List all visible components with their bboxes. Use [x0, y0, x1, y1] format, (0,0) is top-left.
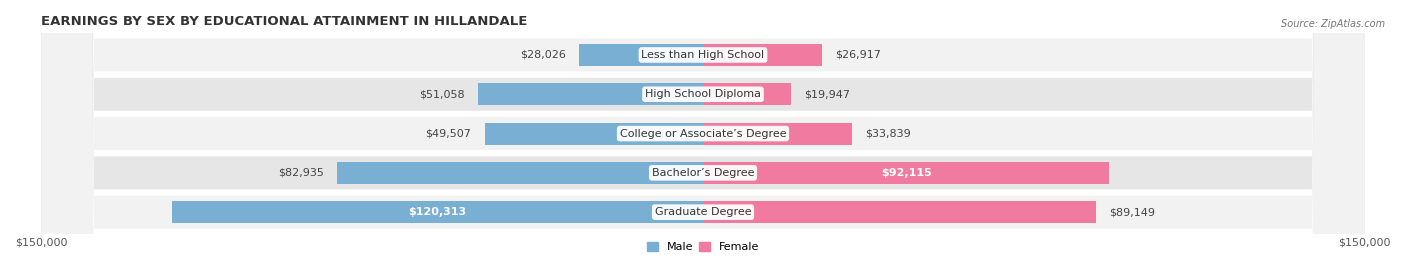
Text: EARNINGS BY SEX BY EDUCATIONAL ATTAINMENT IN HILLANDALE: EARNINGS BY SEX BY EDUCATIONAL ATTAINMEN…	[41, 15, 527, 28]
Text: $26,917: $26,917	[835, 50, 880, 60]
Bar	[478, 83, 703, 105]
Bar	[703, 122, 852, 145]
Bar	[337, 162, 703, 184]
Text: $28,026: $28,026	[520, 50, 567, 60]
Legend: Male, Female: Male, Female	[647, 242, 759, 252]
FancyBboxPatch shape	[41, 0, 1365, 268]
FancyBboxPatch shape	[41, 0, 1365, 268]
Text: $92,115: $92,115	[880, 168, 932, 178]
FancyBboxPatch shape	[41, 0, 1365, 268]
Text: College or Associate’s Degree: College or Associate’s Degree	[620, 129, 786, 139]
Text: Graduate Degree: Graduate Degree	[655, 207, 751, 217]
Text: $82,935: $82,935	[278, 168, 323, 178]
Text: Bachelor’s Degree: Bachelor’s Degree	[652, 168, 754, 178]
Bar	[703, 44, 821, 66]
FancyBboxPatch shape	[41, 0, 1365, 268]
Bar	[703, 201, 1097, 223]
Bar	[485, 122, 703, 145]
FancyBboxPatch shape	[41, 0, 1365, 268]
Bar	[703, 162, 1109, 184]
Text: $49,507: $49,507	[426, 129, 471, 139]
Text: Less than High School: Less than High School	[641, 50, 765, 60]
Text: $89,149: $89,149	[1109, 207, 1156, 217]
Text: $33,839: $33,839	[866, 129, 911, 139]
Bar	[579, 44, 703, 66]
Text: High School Diploma: High School Diploma	[645, 89, 761, 99]
Bar	[703, 83, 792, 105]
Text: $51,058: $51,058	[419, 89, 464, 99]
Bar	[172, 201, 703, 223]
Text: $19,947: $19,947	[804, 89, 851, 99]
Text: $120,313: $120,313	[409, 207, 467, 217]
Text: Source: ZipAtlas.com: Source: ZipAtlas.com	[1281, 19, 1385, 29]
